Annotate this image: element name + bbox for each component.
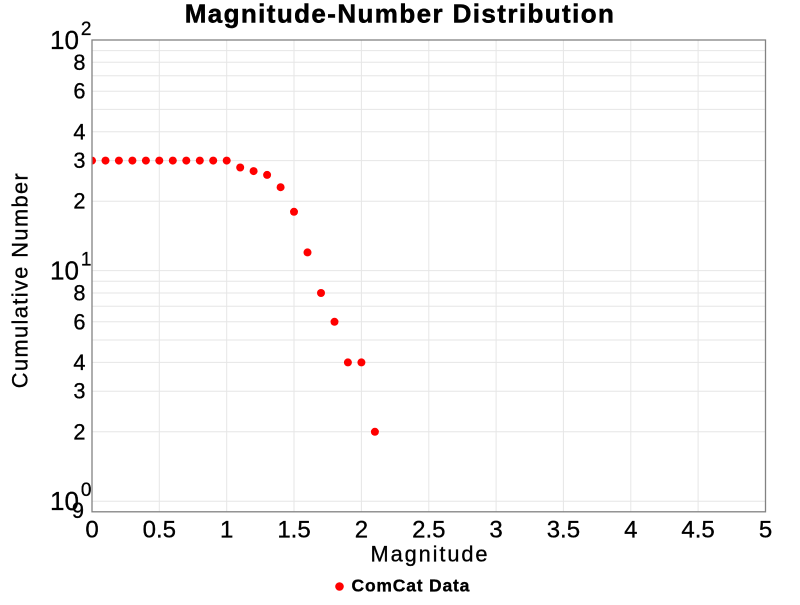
svg-text:8: 8 [73, 281, 85, 306]
svg-text:3: 3 [489, 517, 502, 544]
svg-text:2: 2 [73, 189, 85, 214]
svg-text:4.5: 4.5 [681, 517, 714, 544]
svg-text:8: 8 [73, 50, 85, 75]
svg-text:3: 3 [73, 379, 85, 404]
svg-text:3.5: 3.5 [547, 517, 580, 544]
svg-text:Cumulative Number: Cumulative Number [8, 172, 33, 388]
svg-text:1.5: 1.5 [277, 517, 310, 544]
svg-text:ComCat Data: ComCat Data [352, 576, 471, 596]
svg-text:6: 6 [73, 79, 85, 104]
svg-text:1: 1 [220, 517, 233, 544]
svg-text:9: 9 [72, 498, 84, 523]
svg-text:4: 4 [624, 517, 637, 544]
svg-text:2: 2 [355, 517, 368, 544]
svg-text:6: 6 [73, 309, 85, 334]
svg-text:2.5: 2.5 [412, 517, 445, 544]
svg-text:0: 0 [85, 517, 98, 544]
svg-text:Magnitude-Number Distribution: Magnitude-Number Distribution [185, 0, 616, 29]
svg-text:5: 5 [759, 517, 772, 544]
svg-text:4: 4 [73, 119, 85, 144]
svg-text:4: 4 [73, 350, 85, 375]
svg-text:3: 3 [73, 148, 85, 173]
svg-text:Magnitude: Magnitude [371, 542, 490, 567]
svg-text:0.5: 0.5 [143, 517, 176, 544]
svg-text:2: 2 [73, 419, 85, 444]
